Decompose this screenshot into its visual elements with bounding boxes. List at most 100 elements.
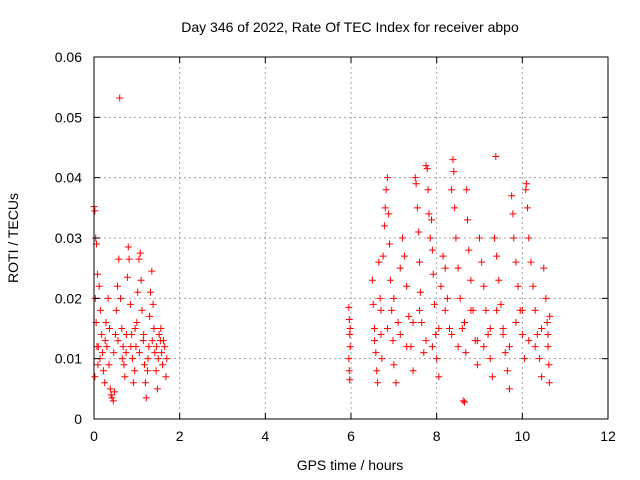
- data-point: [396, 264, 404, 272]
- data-point: [505, 385, 513, 393]
- data-point: [131, 367, 139, 375]
- data-point: [413, 204, 421, 212]
- data-point: [109, 397, 117, 405]
- data-point: [486, 325, 494, 332]
- data-point: [122, 349, 130, 357]
- data-point: [105, 325, 113, 332]
- data-point: [420, 349, 428, 357]
- data-point: [486, 355, 494, 363]
- data-point: [91, 373, 99, 381]
- data-point: [533, 331, 541, 339]
- data-point: [509, 210, 517, 218]
- data-point: [480, 282, 488, 290]
- data-point: [454, 264, 462, 272]
- data-point: [478, 258, 486, 266]
- data-point: [428, 246, 436, 254]
- x-tick-label: 0: [90, 428, 98, 444]
- data-point: [101, 379, 109, 387]
- data-point: [512, 318, 520, 326]
- data-point: [431, 300, 439, 308]
- data-point: [390, 294, 398, 302]
- data-point: [103, 343, 111, 351]
- data-point: [531, 343, 539, 351]
- data-points: [90, 94, 554, 406]
- data-point: [522, 186, 530, 194]
- data-point: [508, 192, 516, 200]
- y-axis-label: ROTI / TECUs: [5, 193, 21, 283]
- data-point: [416, 258, 424, 266]
- data-point: [518, 331, 526, 339]
- x-tick-label: 2: [176, 428, 184, 444]
- data-point: [423, 165, 431, 173]
- data-point: [448, 331, 456, 339]
- data-point: [412, 180, 420, 188]
- data-point: [379, 252, 387, 260]
- data-point: [99, 349, 107, 357]
- data-point: [467, 306, 475, 314]
- data-point: [540, 264, 548, 272]
- data-point: [484, 331, 492, 339]
- data-point: [141, 361, 149, 369]
- data-point: [372, 349, 380, 357]
- data-point: [159, 361, 167, 369]
- data-point: [114, 282, 122, 290]
- data-point: [432, 331, 440, 339]
- data-point: [394, 318, 402, 326]
- data-point: [163, 355, 171, 363]
- data-point: [454, 343, 462, 351]
- data-point: [418, 318, 426, 326]
- data-point: [154, 355, 162, 363]
- data-point: [377, 331, 385, 339]
- data-point: [482, 306, 490, 314]
- data-point: [473, 337, 481, 345]
- data-point: [531, 306, 539, 314]
- data-point: [386, 240, 394, 248]
- data-point: [461, 398, 469, 406]
- data-point: [459, 397, 467, 405]
- y-tick-label: 0.03: [55, 230, 82, 246]
- data-point: [461, 318, 469, 326]
- data-point: [386, 276, 394, 284]
- data-point: [105, 361, 113, 369]
- data-point: [145, 343, 153, 351]
- data-point: [91, 207, 99, 215]
- data-point: [411, 174, 419, 182]
- data-point: [150, 325, 158, 332]
- y-tick-label: 0.01: [55, 351, 82, 367]
- data-point: [428, 343, 436, 351]
- data-point: [115, 255, 123, 263]
- data-point: [525, 234, 533, 242]
- data-point: [99, 367, 107, 375]
- data-point: [446, 325, 454, 332]
- data-point: [373, 367, 381, 375]
- x-tick-label: 4: [261, 428, 269, 444]
- data-point: [480, 343, 488, 351]
- data-point: [139, 337, 147, 345]
- data-point: [140, 331, 148, 339]
- data-point: [118, 325, 126, 332]
- data-point: [155, 331, 163, 339]
- data-point: [543, 318, 551, 326]
- data-point: [141, 379, 149, 387]
- data-point: [443, 294, 451, 302]
- data-point: [401, 252, 409, 260]
- data-point: [96, 306, 104, 314]
- data-point: [546, 312, 554, 320]
- data-point: [151, 349, 159, 357]
- data-point: [422, 337, 430, 345]
- data-point: [152, 367, 160, 375]
- data-point: [462, 349, 470, 357]
- data-point: [107, 391, 115, 399]
- data-point: [492, 153, 500, 161]
- data-point: [371, 337, 379, 345]
- data-point: [518, 306, 526, 314]
- data-point: [426, 234, 434, 242]
- data-point: [159, 337, 167, 345]
- data-point: [535, 355, 543, 363]
- data-point: [467, 276, 475, 284]
- data-point: [119, 343, 127, 351]
- data-point: [146, 312, 154, 320]
- data-point: [148, 337, 156, 345]
- data-point: [382, 186, 390, 194]
